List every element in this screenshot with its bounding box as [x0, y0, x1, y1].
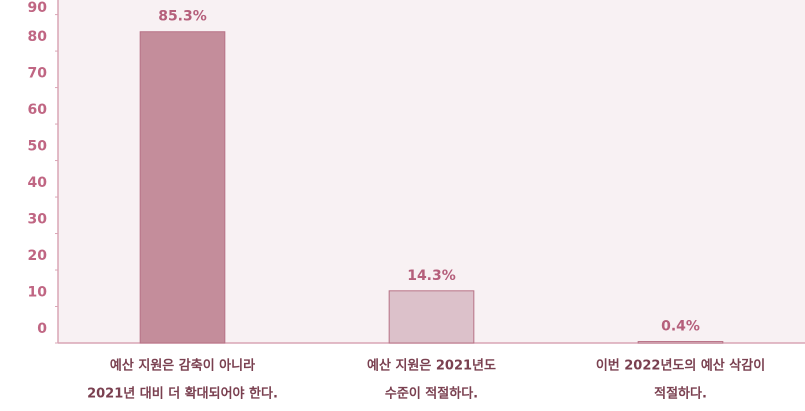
y-tick-label: 30: [28, 212, 48, 228]
value-label: 85.3%: [158, 9, 207, 25]
y-tick-label: 70: [28, 66, 48, 82]
x-tick-label: 적절하다.: [654, 386, 707, 402]
value-label: 14.3%: [407, 268, 456, 284]
x-tick-label: 이번 2022년도의 예산 삭감이: [596, 358, 765, 374]
y-tick-label: 50: [28, 139, 48, 155]
y-tick-label: 60: [28, 102, 48, 118]
x-tick-label: 예산 지원은 감축이 아니라: [110, 358, 255, 374]
x-tick-label: 2021년 대비 더 확대되어야 한다.: [87, 386, 278, 402]
value-label: 0.4%: [661, 319, 700, 335]
bar: [139, 31, 226, 344]
y-tick-label: 0: [37, 321, 47, 337]
y-tick-label: 90: [28, 0, 48, 16]
x-tick-label: 수준이 적절하다.: [385, 386, 478, 402]
y-tick-label: 10: [28, 285, 48, 301]
y-tick-label: 40: [28, 175, 48, 191]
bar: [637, 341, 724, 344]
x-tick-label: 예산 지원은 2021년도: [367, 358, 496, 374]
y-tick-label: 80: [28, 29, 48, 45]
bar: [388, 290, 475, 344]
y-tick-label: 20: [28, 248, 48, 264]
